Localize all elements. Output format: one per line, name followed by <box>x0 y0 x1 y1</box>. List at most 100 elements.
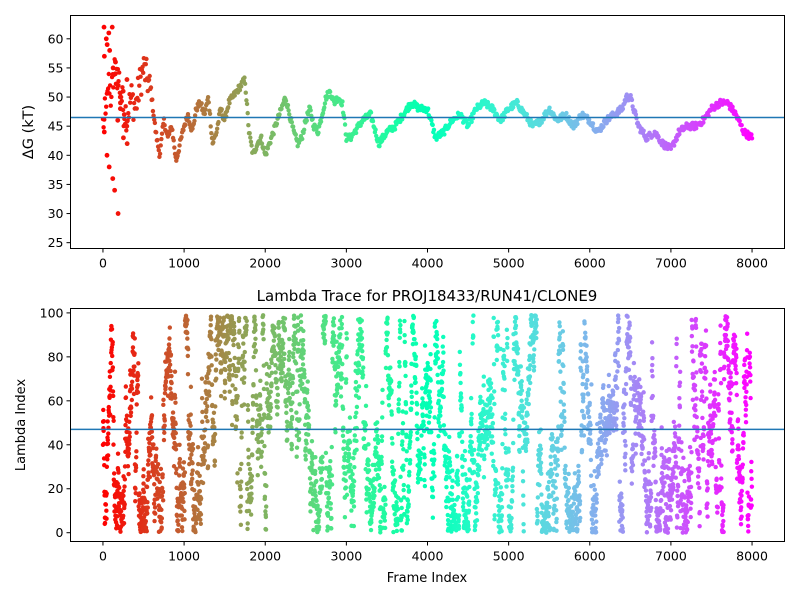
lambda-point <box>405 509 410 514</box>
delta-g-point <box>146 77 152 83</box>
lambda-point <box>371 500 377 506</box>
lambda-point <box>121 513 126 518</box>
lambda-point <box>391 472 396 477</box>
lambda-point <box>159 485 165 491</box>
lambda-point <box>246 461 251 467</box>
lambda-point <box>190 446 196 451</box>
lambda-point <box>583 334 588 340</box>
lambda-point <box>289 446 294 452</box>
lambda-point <box>229 317 235 322</box>
lambda-point <box>126 446 131 451</box>
lambda-point <box>549 431 555 437</box>
lambda-point <box>650 393 655 399</box>
lambda-point <box>240 353 246 358</box>
lambda-point <box>169 380 174 386</box>
delta-g-point <box>249 143 254 148</box>
lambda-point <box>257 393 263 398</box>
delta-g-point <box>116 79 121 84</box>
lambda-point <box>511 417 516 422</box>
lambda-point <box>379 434 385 439</box>
lambda-point <box>132 351 137 356</box>
lambda-point <box>336 364 341 369</box>
lambda-point <box>340 361 345 367</box>
lambda-point <box>403 373 408 379</box>
lambda-point <box>613 374 618 379</box>
lambda-point <box>616 363 622 369</box>
lambda-point <box>300 362 306 367</box>
lambda-point <box>719 512 725 518</box>
lambda-point <box>236 344 241 350</box>
lambda-point <box>403 402 409 407</box>
lambda-point <box>658 497 664 503</box>
lambda-point <box>720 523 725 529</box>
lambda-point <box>719 485 724 490</box>
lambda-point <box>640 445 645 450</box>
lambda-point <box>549 494 554 499</box>
lambda-point <box>290 400 295 405</box>
lambda-point <box>196 482 201 487</box>
lambda-point <box>461 500 466 506</box>
lambda-point <box>557 320 562 325</box>
delta-g-point <box>137 83 142 88</box>
lambda-point <box>538 465 543 471</box>
lambda-point <box>421 423 426 428</box>
lambda-point <box>349 508 354 513</box>
lambda-point <box>607 430 612 436</box>
delta-g-point <box>111 85 116 90</box>
lambda-point <box>347 439 353 445</box>
lambda-point <box>203 414 209 420</box>
lambda-point <box>200 409 205 415</box>
lambda-point <box>603 437 609 442</box>
lambda-point <box>534 323 539 328</box>
lambda-point <box>673 454 678 459</box>
lambda-point <box>458 370 463 376</box>
lambda-point <box>522 420 528 426</box>
lambda-point <box>305 387 310 393</box>
lambda-point <box>343 485 349 490</box>
lambda-point <box>105 457 110 462</box>
delta-g-point <box>143 62 148 67</box>
lambda-point <box>366 486 371 492</box>
lambda-point <box>397 335 402 341</box>
lambda-point <box>588 457 594 463</box>
lambda-point <box>162 390 168 396</box>
lambda-point <box>652 449 658 454</box>
lambda-point <box>430 488 435 493</box>
lambda-point <box>261 386 267 392</box>
lambda-point <box>249 478 254 483</box>
delta-g-x-tick-label: 3000 <box>330 256 362 271</box>
lambda-point <box>472 458 477 464</box>
lambda-point <box>616 338 622 343</box>
lambda-point <box>224 355 229 360</box>
lambda-point <box>560 343 566 348</box>
lambda-point <box>280 370 285 376</box>
lambda-point <box>498 485 504 490</box>
lambda-point <box>198 521 204 527</box>
lambda-point <box>572 471 578 476</box>
lambda-point <box>560 347 566 353</box>
lambda-point <box>548 467 554 473</box>
delta-g-y-tick-label: 30 <box>48 206 64 221</box>
lambda-point <box>462 457 468 463</box>
lambda-point <box>246 455 251 460</box>
lambda-point <box>275 399 280 404</box>
lambda-point <box>651 463 656 469</box>
lambda-point <box>559 432 564 437</box>
lambda-point <box>344 492 350 498</box>
lambda-point <box>409 383 414 388</box>
lambda-point <box>377 482 382 488</box>
lambda-point <box>190 476 195 481</box>
lambda-point <box>587 400 592 406</box>
lambda-point <box>176 522 181 527</box>
lambda-point <box>301 368 307 373</box>
delta-g-point <box>749 132 754 137</box>
lambda-point <box>694 414 699 420</box>
lambda-point <box>263 514 269 520</box>
lambda-point <box>205 404 210 409</box>
delta-g-point <box>739 122 744 128</box>
lambda-point <box>452 502 457 508</box>
lambda-point <box>694 434 700 439</box>
delta-g-point <box>128 100 133 105</box>
lambda-point <box>249 485 254 490</box>
lambda-point <box>697 485 702 491</box>
